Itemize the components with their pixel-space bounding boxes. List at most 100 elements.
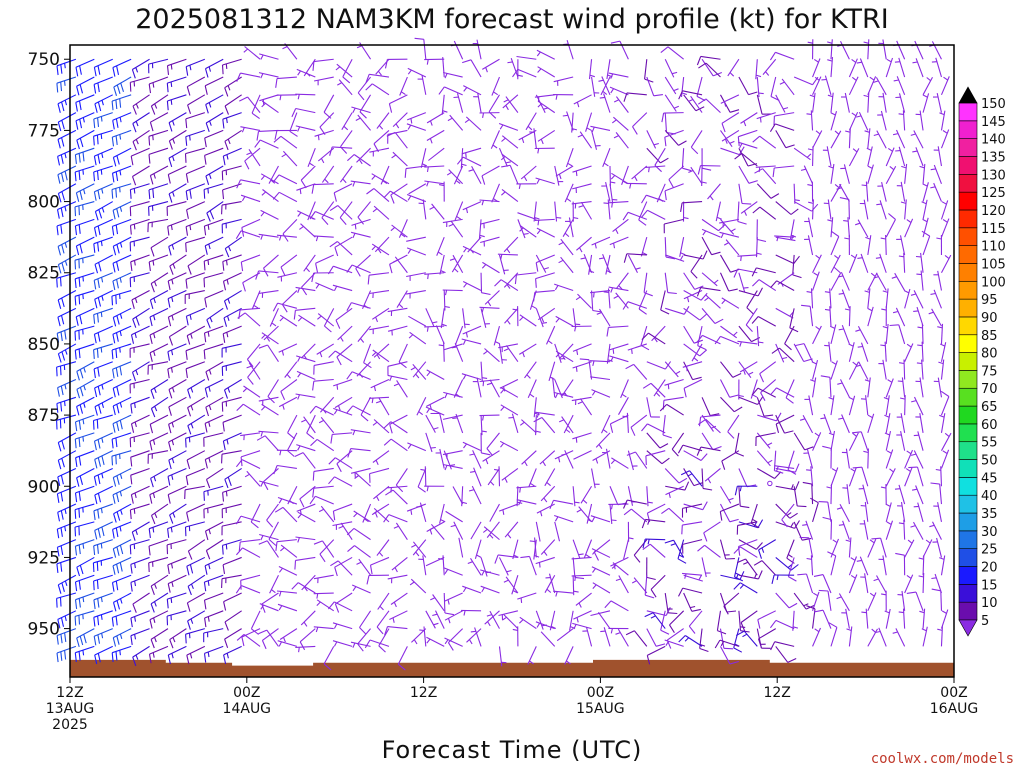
barb-staff — [187, 94, 206, 106]
barb-staff — [363, 343, 372, 363]
barb-half-flag — [463, 87, 468, 92]
barb-flag — [769, 52, 776, 61]
barb-staff — [653, 379, 666, 397]
barb-half-flag — [208, 405, 212, 411]
barb-staff — [369, 639, 390, 647]
barb-half-flag — [440, 519, 446, 523]
barb-staff — [793, 432, 806, 451]
barb-flag — [57, 387, 60, 397]
barb-staff — [442, 289, 463, 292]
barb-staff — [664, 378, 684, 386]
barb-staff — [903, 252, 906, 273]
barb-staff — [313, 485, 334, 489]
barb-flag — [697, 345, 707, 351]
barb-flag — [787, 469, 797, 475]
barb-staff — [295, 556, 316, 561]
barb-flag — [204, 459, 208, 469]
barb-flag — [223, 317, 228, 327]
barb-half-flag — [190, 423, 194, 429]
barb-staff — [939, 484, 943, 505]
barb-flag — [346, 528, 355, 536]
barb-half-flag — [278, 605, 283, 611]
barb-staff — [700, 414, 721, 418]
barb-flag — [148, 528, 151, 538]
barb-half-flag — [698, 575, 702, 581]
barb-staff — [132, 129, 150, 143]
barb-half-flag — [943, 76, 949, 81]
barb-staff — [858, 361, 869, 380]
barb-half-flag — [189, 314, 192, 320]
barb-flag — [97, 493, 102, 503]
barb-flag — [642, 538, 646, 549]
barb-staff — [269, 574, 279, 594]
barb-half-flag — [440, 270, 446, 274]
barb-staff — [937, 502, 943, 522]
barb-flag — [622, 212, 629, 221]
barb-half-flag — [524, 461, 528, 467]
barb-flag — [694, 285, 704, 290]
barb-staff — [830, 217, 834, 238]
barb-staff — [185, 236, 205, 244]
barb-half-flag — [438, 344, 444, 347]
barb-half-flag — [686, 297, 690, 303]
barb-staff — [644, 59, 648, 80]
barb-staff — [186, 450, 206, 461]
barb-staff — [222, 539, 242, 546]
barb-staff — [351, 106, 371, 114]
barb-half-flag — [119, 650, 121, 656]
barb-flag — [769, 123, 776, 132]
barb-half-flag — [579, 247, 583, 253]
barb-flag — [76, 389, 81, 399]
barb-half-flag — [485, 459, 489, 465]
colorbar-tick-label: 140 — [981, 133, 1006, 148]
barb-staff — [727, 58, 740, 77]
barb-staff — [885, 430, 892, 451]
barb-half-flag — [519, 619, 524, 624]
barb-half-flag — [536, 229, 541, 235]
barb-staff — [313, 76, 334, 82]
colorbar-tick-label: 85 — [981, 329, 998, 344]
barb-flag — [726, 610, 737, 613]
barb-half-flag — [297, 126, 301, 132]
barb-staff — [149, 414, 169, 425]
barb-flag — [78, 508, 81, 518]
barb-half-flag — [648, 167, 650, 173]
barb-staff — [903, 519, 906, 540]
barb-staff — [94, 485, 113, 496]
barb-staff — [645, 518, 666, 523]
barb-flag — [75, 102, 78, 112]
barb-flag — [60, 617, 65, 627]
barb-half-flag — [531, 305, 537, 309]
barb-half-flag — [534, 216, 540, 220]
barb-staff — [462, 201, 482, 211]
barb-staff — [498, 554, 518, 558]
barb-half-flag — [577, 401, 583, 405]
barb-staff — [511, 575, 519, 595]
barb-half-flag — [432, 613, 438, 617]
barb-flag — [533, 292, 536, 302]
y-tick-label: 900 — [28, 477, 60, 497]
barb-flag — [185, 438, 187, 448]
barb-half-flag — [64, 526, 67, 532]
barb-staff — [222, 165, 242, 172]
barb-staff — [250, 503, 261, 523]
barb-flag — [205, 479, 211, 489]
barb-staff — [453, 521, 464, 540]
barb-half-flag — [701, 181, 707, 184]
barb-half-flag — [930, 186, 936, 189]
barb-staff — [828, 341, 832, 362]
barb-flag — [94, 264, 99, 274]
barb-staff — [185, 218, 206, 228]
barb-staff — [933, 182, 942, 202]
barb-half-flag — [558, 241, 564, 246]
barb-staff — [491, 183, 500, 203]
barb-staff — [810, 110, 814, 131]
barb-half-flag — [64, 260, 68, 266]
barb-staff — [442, 218, 463, 224]
barb-staff — [781, 78, 795, 96]
barb-flag — [74, 492, 78, 503]
barb-staff — [812, 271, 820, 291]
barb-staff — [395, 468, 408, 486]
barb-flag — [839, 197, 850, 200]
x-tick-label: 13AUG — [46, 701, 95, 717]
